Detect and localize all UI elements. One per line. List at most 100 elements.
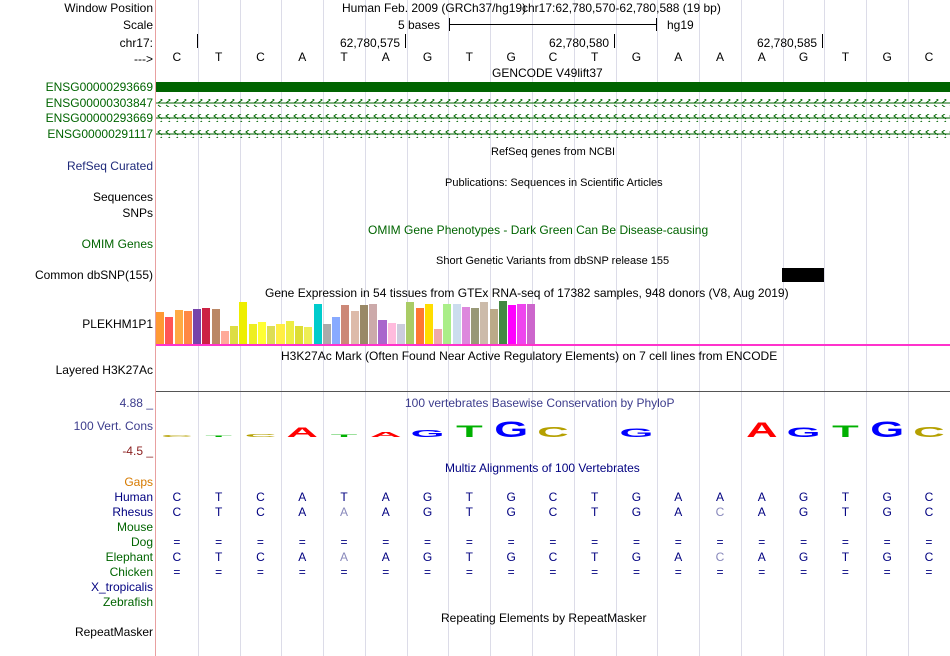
gtex-bar[interactable] xyxy=(517,303,526,344)
ruler-coord: 62,780,580 xyxy=(549,36,610,50)
gtex-bar[interactable] xyxy=(369,303,378,344)
phylop-logo-letter: G xyxy=(620,426,654,440)
gencode-intron-lines[interactable] xyxy=(156,96,950,146)
gtex-bar[interactable] xyxy=(304,327,313,344)
phylop-logo-letter: G xyxy=(411,427,445,439)
gtex-bar[interactable] xyxy=(239,302,248,344)
gtex-bar[interactable] xyxy=(295,325,304,344)
species-label-mouse: Mouse xyxy=(116,520,153,534)
gtex-bar[interactable] xyxy=(248,324,257,344)
alignment-base-chicken: = xyxy=(883,565,891,579)
species-label-chicken: Chicken xyxy=(109,565,153,579)
cons-track-label[interactable]: 100 Vert. Cons xyxy=(73,419,153,433)
gtex-bar[interactable] xyxy=(396,324,406,344)
gtex-bar[interactable] xyxy=(156,312,165,344)
refseq-track-title: RefSeq genes from NCBI xyxy=(491,146,616,158)
alignment-base-human: G xyxy=(798,490,809,504)
alignment-base-chicken: = xyxy=(591,565,599,579)
dbsnp-variant-box[interactable] xyxy=(782,268,824,282)
gtex-bar[interactable] xyxy=(202,307,211,344)
alignment-base-chicken: = xyxy=(298,565,306,579)
scale-label: Scale xyxy=(122,18,153,32)
gtex-bar[interactable] xyxy=(257,322,266,344)
gtex-bar[interactable] xyxy=(443,303,452,344)
gtex-bar[interactable] xyxy=(285,321,294,344)
gtex-bar[interactable] xyxy=(387,322,396,344)
repeatmasker-track-label[interactable]: RepeatMasker xyxy=(74,625,153,639)
h3k27ac-track-label[interactable]: Layered H3K27Ac xyxy=(55,363,153,377)
gtex-bar[interactable] xyxy=(526,304,535,344)
alignment-base-elephant: A xyxy=(757,550,766,564)
gtex-bar[interactable] xyxy=(174,309,183,344)
gtex-bar[interactable] xyxy=(378,319,387,344)
alignment-base-human: A xyxy=(381,490,390,504)
gencode-tx-label[interactable]: ENSG00000293669 xyxy=(45,80,153,94)
alignment-base-dog: = xyxy=(800,535,808,549)
alignment-base-elephant: C xyxy=(172,550,182,564)
alignment-base-human: C xyxy=(924,490,934,504)
gtex-bar[interactable] xyxy=(183,311,192,344)
base-grid-line xyxy=(699,0,701,656)
alignment-base-elephant: C xyxy=(715,550,725,564)
alignment-base-dog: = xyxy=(841,535,849,549)
alignment-base-human: C xyxy=(172,490,182,504)
gtex-bar[interactable] xyxy=(508,305,517,344)
gencode-exon-block[interactable] xyxy=(156,82,950,92)
gtex-bar[interactable] xyxy=(452,303,461,344)
gtex-bar[interactable] xyxy=(424,304,433,344)
ref-base: T xyxy=(841,50,850,64)
alignment-base-chicken: = xyxy=(340,565,348,579)
gencode-tx-label[interactable]: ENSG00000293669 xyxy=(45,111,153,125)
alignment-base-human: T xyxy=(340,490,348,504)
alignment-base-chicken: = xyxy=(424,565,432,579)
gtex-bar[interactable] xyxy=(415,307,424,344)
alignment-base-rhesus: T xyxy=(841,505,850,519)
ref-base: T xyxy=(214,50,223,64)
gtex-bar[interactable] xyxy=(471,307,480,344)
alignment-base-elephant: G xyxy=(506,550,516,564)
sequences-track-label[interactable]: Sequences xyxy=(92,190,153,204)
gtex-bar[interactable] xyxy=(498,300,507,344)
gtex-bar[interactable] xyxy=(332,316,341,344)
phylop-logo-letter: C xyxy=(161,435,192,438)
dbsnp-track-label[interactable]: Common dbSNP(155) xyxy=(34,268,153,282)
gtex-bar[interactable] xyxy=(406,302,415,344)
alignment-base-dog: = xyxy=(424,535,432,549)
gtex-bar[interactable] xyxy=(489,308,498,344)
refseq-track-label[interactable]: RefSeq Curated xyxy=(66,159,153,173)
gtex-bar-chart[interactable] xyxy=(156,300,536,344)
alignment-base-dog: = xyxy=(758,535,766,549)
gencode-tx-label[interactable]: ENSG00000291117 xyxy=(47,127,153,141)
gtex-bar[interactable] xyxy=(193,308,202,344)
gtex-bar[interactable] xyxy=(267,326,276,344)
gtex-bar[interactable] xyxy=(230,326,239,344)
phylop-logo-letter: G xyxy=(787,425,821,440)
gtex-bar[interactable] xyxy=(220,330,229,344)
gtex-bar[interactable] xyxy=(359,305,368,344)
phylop-logo-letter: A xyxy=(370,430,401,438)
gtex-bar[interactable] xyxy=(165,316,174,344)
gtex-bar[interactable] xyxy=(480,302,489,344)
ruler-tick xyxy=(822,34,823,48)
gencode-tx-label[interactable]: ENSG00000303847 xyxy=(45,96,153,110)
gtex-bar[interactable] xyxy=(322,324,331,344)
base-grid-line xyxy=(740,0,742,656)
ref-base: A xyxy=(674,50,683,64)
snps-track-label[interactable]: SNPs xyxy=(122,206,153,220)
omim-track-label[interactable]: OMIM Genes xyxy=(81,237,153,251)
gtex-bar[interactable] xyxy=(313,304,322,344)
gtex-bar[interactable] xyxy=(461,306,470,344)
scale-text: 5 bases xyxy=(398,18,441,32)
alignment-base-chicken: = xyxy=(256,565,264,579)
gtex-baseline xyxy=(156,344,950,346)
gtex-bar[interactable] xyxy=(276,324,285,344)
alignment-base-chicken: = xyxy=(215,565,223,579)
alignment-base-dog: = xyxy=(716,535,724,549)
gtex-gene-label[interactable]: PLEKHM1P1 xyxy=(82,317,153,331)
alignment-base-human: A xyxy=(716,490,725,504)
gtex-bar[interactable] xyxy=(350,311,359,344)
gtex-bar[interactable] xyxy=(341,305,350,344)
gtex-bar[interactable] xyxy=(211,308,220,344)
gtex-bar[interactable] xyxy=(434,328,443,344)
